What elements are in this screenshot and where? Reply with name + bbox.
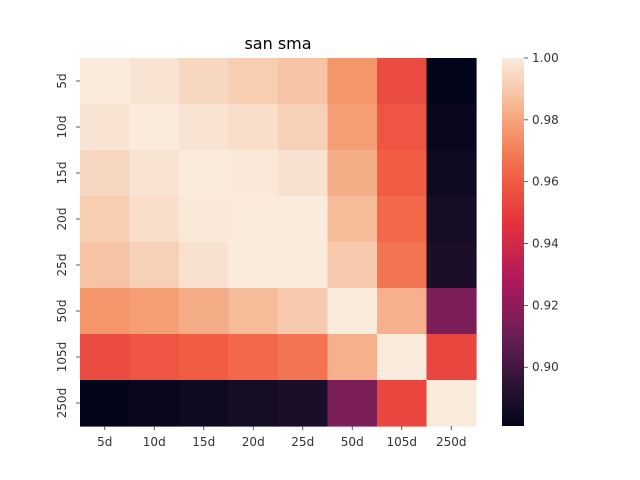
heatmap-cell-5d-20d: [228, 58, 279, 105]
heatmap-cell-10d-5d: [80, 104, 131, 151]
heatmap-cell-50d-5d: [80, 288, 131, 335]
heatmap-cell-20d-5d: [80, 196, 131, 243]
colorbar: 0.90 0.92 0.94 0.96 0.98 1.00: [502, 51, 559, 426]
heatmap-cell-5d-25d: [278, 58, 329, 105]
chart-title: san sma: [244, 34, 311, 53]
heatmap-cell-20d-105d: [377, 196, 428, 243]
heatmap-cell-5d-5d: [80, 58, 131, 105]
heatmap-cell-5d-50d: [327, 58, 378, 105]
heatmap-cell-10d-250d: [426, 104, 477, 151]
heatmap-cell-50d-250d: [426, 288, 477, 335]
heatmap-cell-25d-20d: [228, 242, 279, 289]
heatmap-cell-25d-15d: [179, 242, 230, 289]
heatmap-cell-105d-50d: [327, 334, 378, 381]
heatmap-cell-105d-250d: [426, 334, 477, 381]
heatmap-cell-5d-15d: [179, 58, 230, 105]
y-tick-label: 15d: [55, 162, 69, 185]
heatmap-cell-10d-50d: [327, 104, 378, 151]
heatmap-cell-50d-15d: [179, 288, 230, 335]
colorbar-tick-label: 0.90: [532, 360, 559, 374]
heatmap-cell-20d-25d: [278, 196, 329, 243]
x-tick-label: 50d: [341, 435, 364, 449]
y-axis: 5d 10d 15d 20d 25d 50d 105d 250d: [55, 73, 80, 418]
x-tick-label: 20d: [242, 435, 265, 449]
colorbar-tick-label: 0.94: [532, 237, 559, 251]
heatmap-cell-250d-250d: [426, 380, 477, 427]
x-tick-label: 250d: [436, 435, 467, 449]
y-tick-label: 10d: [55, 116, 69, 139]
heatmap-cell-105d-5d: [80, 334, 131, 381]
heatmap-cell-15d-250d: [426, 150, 477, 197]
heatmap-cell-105d-105d: [377, 334, 428, 381]
colorbar-tick-label: 0.92: [532, 298, 559, 312]
y-tick-label: 5d: [55, 73, 69, 88]
heatmap-cell-5d-10d: [129, 58, 180, 105]
colorbar-tick-label: 1.00: [532, 51, 559, 65]
heatmap-cell-5d-250d: [426, 58, 477, 105]
heatmap-cell-250d-10d: [129, 380, 180, 427]
heatmap-cell-25d-5d: [80, 242, 131, 289]
heatmap-cell-250d-50d: [327, 380, 378, 427]
heatmap-cell-50d-25d: [278, 288, 329, 335]
heatmap-cell-250d-105d: [377, 380, 428, 427]
colorbar-gradient: [502, 58, 524, 426]
heatmap-cell-20d-10d: [129, 196, 180, 243]
heatmap-cell-20d-250d: [426, 196, 477, 243]
heatmap-cell-25d-105d: [377, 242, 428, 289]
heatmap-cell-25d-25d: [278, 242, 329, 289]
heatmap-cell-105d-25d: [278, 334, 329, 381]
heatmap-cell-50d-20d: [228, 288, 279, 335]
heatmap-cell-50d-50d: [327, 288, 378, 335]
heatmap-cell-25d-10d: [129, 242, 180, 289]
heatmap-cell-10d-15d: [179, 104, 230, 151]
y-tick-label: 50d: [55, 300, 69, 323]
heatmap-cell-10d-105d: [377, 104, 428, 151]
x-tick-label: 15d: [192, 435, 215, 449]
colorbar-tick-label: 0.98: [532, 113, 559, 127]
heatmap-cell-15d-105d: [377, 150, 428, 197]
heatmap-cell-25d-250d: [426, 242, 477, 289]
heatmap-cell-15d-20d: [228, 150, 279, 197]
heatmap-cell-250d-5d: [80, 380, 131, 427]
heatmap-cell-105d-20d: [228, 334, 279, 381]
heatmap-cell-10d-20d: [228, 104, 279, 151]
heatmap-cell-20d-20d: [228, 196, 279, 243]
heatmap-cell-15d-5d: [80, 150, 131, 197]
heatmap-cell-15d-50d: [327, 150, 378, 197]
y-tick-label: 250d: [55, 388, 69, 419]
heatmap-cell-250d-15d: [179, 380, 230, 427]
heatmap-cell-50d-10d: [129, 288, 180, 335]
y-tick-label: 105d: [55, 342, 69, 373]
heatmap-cell-250d-20d: [228, 380, 279, 427]
heatmap-cell-5d-105d: [377, 58, 428, 105]
heatmap-cell-250d-25d: [278, 380, 329, 427]
heatmap-cells: [80, 58, 477, 427]
x-tick-label: 105d: [386, 435, 417, 449]
x-tick-label: 25d: [291, 435, 314, 449]
heatmap-cell-15d-25d: [278, 150, 329, 197]
x-tick-label: 10d: [143, 435, 166, 449]
x-tick-label: 5d: [97, 435, 112, 449]
colorbar-tick-label: 0.96: [532, 175, 559, 189]
x-axis: 5d 10d 15d 20d 25d 50d 105d 250d: [97, 426, 467, 449]
heatmap-cell-105d-10d: [129, 334, 180, 381]
heatmap-cell-10d-10d: [129, 104, 180, 151]
heatmap-cell-20d-50d: [327, 196, 378, 243]
heatmap-cell-15d-10d: [129, 150, 180, 197]
y-tick-label: 25d: [55, 254, 69, 277]
heatmap-cell-10d-25d: [278, 104, 329, 151]
y-tick-label: 20d: [55, 208, 69, 231]
heatmap-cell-105d-15d: [179, 334, 230, 381]
heatmap-cell-25d-50d: [327, 242, 378, 289]
heatmap-cell-15d-15d: [179, 150, 230, 197]
heatmap-cell-50d-105d: [377, 288, 428, 335]
heatmap-cell-20d-15d: [179, 196, 230, 243]
